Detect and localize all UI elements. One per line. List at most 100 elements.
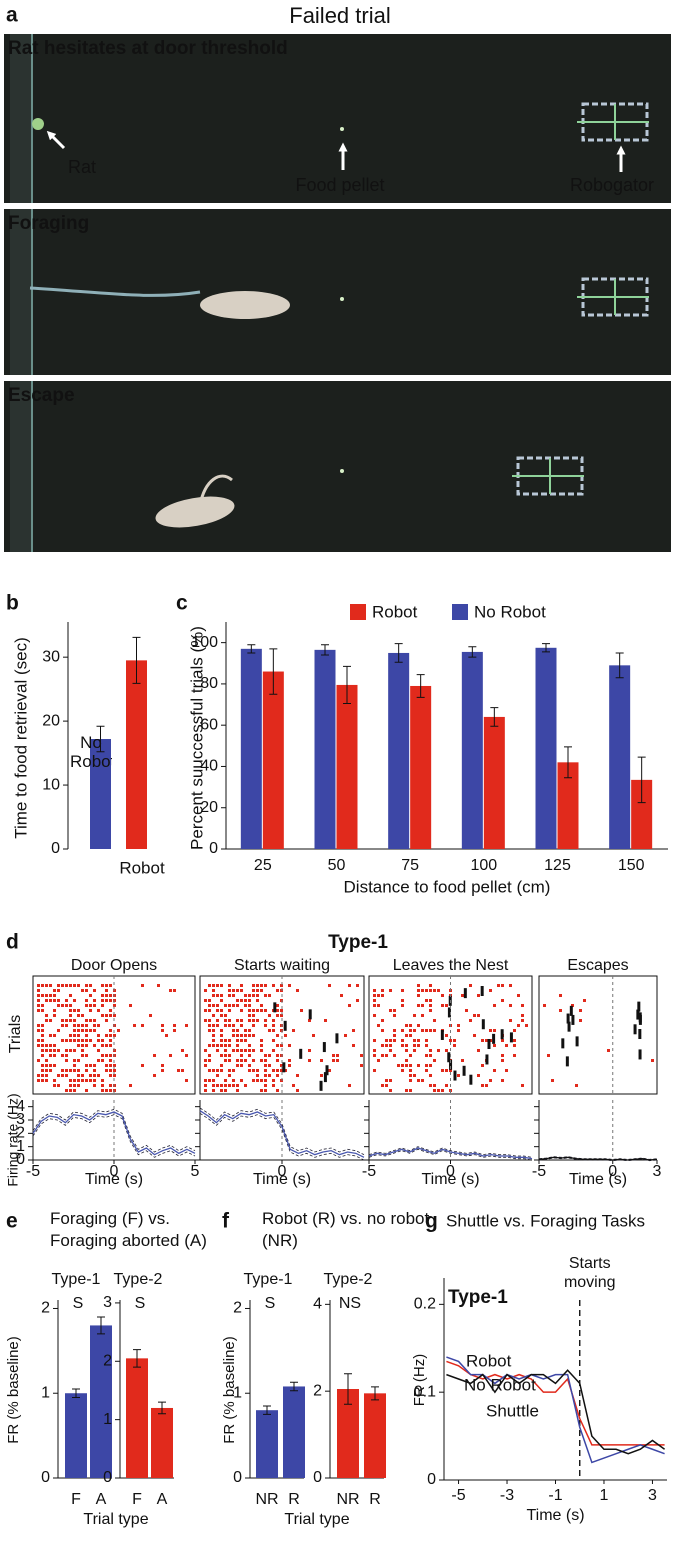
- raster-spike: [559, 1009, 562, 1012]
- x-tick-label: R: [288, 1491, 300, 1508]
- raster-spike: [93, 1019, 96, 1022]
- raster-spike: [252, 1024, 255, 1027]
- raster-spike: [292, 1084, 295, 1087]
- raster-event: [481, 1019, 485, 1030]
- raster-spike: [248, 1004, 251, 1007]
- raster-spike: [320, 1074, 323, 1077]
- raster-spike: [89, 1004, 92, 1007]
- raster-spike: [53, 1054, 56, 1057]
- raster-spike: [429, 1049, 432, 1052]
- error-bar: [247, 644, 256, 654]
- raster-spike: [543, 1004, 546, 1007]
- raster-spike: [113, 1014, 116, 1017]
- raster-spike: [57, 984, 60, 987]
- raster-spike: [417, 1064, 420, 1067]
- raster-spike: [113, 1064, 116, 1067]
- raster-spike: [417, 994, 420, 997]
- raster-spike: [105, 984, 108, 987]
- raster-spike: [93, 1064, 96, 1067]
- error-bar: [72, 1388, 80, 1398]
- raster-spike: [453, 1039, 456, 1042]
- series-line: [446, 1369, 666, 1455]
- raster-spike: [161, 1069, 164, 1072]
- robot-detail: [577, 104, 649, 140]
- raster-spike: [236, 1059, 239, 1062]
- raster-spike: [332, 1054, 335, 1057]
- raster-spike: [401, 999, 404, 1002]
- y-tick-label: 2: [313, 1382, 322, 1399]
- x-tick-label: 5: [191, 1163, 200, 1180]
- raster-event: [299, 1048, 303, 1059]
- raster-spike: [93, 1024, 96, 1027]
- raster-spike: [493, 1069, 496, 1072]
- raster-spike: [401, 1029, 404, 1032]
- raster-spike: [240, 1039, 243, 1042]
- raster-spike: [109, 1089, 112, 1092]
- raster-spike: [377, 1004, 380, 1007]
- raster-spike: [268, 994, 271, 997]
- x-tick-label: F: [132, 1491, 142, 1508]
- raster-spike: [77, 1079, 80, 1082]
- raster-spike: [81, 1079, 84, 1082]
- raster-spike: [236, 1034, 239, 1037]
- raster-spike: [260, 1004, 263, 1007]
- raster-spike: [220, 994, 223, 997]
- raster-spike: [445, 1034, 448, 1037]
- raster-spike: [220, 1069, 223, 1072]
- raster-spike: [93, 1069, 96, 1072]
- raster-spike: [501, 984, 504, 987]
- raster-spike: [81, 1014, 84, 1017]
- x-tick-label: 100: [470, 857, 497, 874]
- subplot-title: Leaves the Nest: [393, 957, 509, 974]
- raster-spike: [204, 1019, 207, 1022]
- photo: [4, 381, 671, 552]
- raster-spike: [212, 1039, 215, 1042]
- raster-spike: [220, 1009, 223, 1012]
- x-tick-label: A: [96, 1491, 107, 1508]
- raster-spike: [232, 1069, 235, 1072]
- raster-event: [469, 1074, 473, 1085]
- raster-spike: [216, 1004, 219, 1007]
- rate-line: [32, 1111, 196, 1156]
- raster-spike: [169, 989, 172, 992]
- raster-spike: [268, 1064, 271, 1067]
- raster-spike: [521, 1019, 524, 1022]
- raster-spike: [417, 1024, 420, 1027]
- x-tick-label: 50: [328, 857, 346, 874]
- x-axis-label: Trial type: [83, 1511, 148, 1528]
- raster-spike: [216, 994, 219, 997]
- raster-spike: [85, 1004, 88, 1007]
- raster-spike: [433, 1029, 436, 1032]
- raster-spike: [373, 1054, 376, 1057]
- bar: [388, 652, 410, 849]
- raster-spike: [37, 1029, 40, 1032]
- raster-spike: [425, 1054, 428, 1057]
- raster-spike: [181, 1049, 184, 1052]
- raster-spike: [348, 1004, 351, 1007]
- raster-spike: [232, 1079, 235, 1082]
- raster-spike: [45, 1074, 48, 1077]
- raster-spike: [57, 989, 60, 992]
- bar: [557, 762, 579, 849]
- raster-spike: [224, 1039, 227, 1042]
- raster-spike: [109, 1029, 112, 1032]
- error-bar: [269, 648, 278, 695]
- raster-spike: [149, 1014, 152, 1017]
- y-axis-label: Percent suuccessful trials (%): [187, 626, 206, 850]
- error-bar: [490, 707, 499, 727]
- raster-spike: [373, 1069, 376, 1072]
- raster-spike: [280, 984, 283, 987]
- x-tick-label: 0: [608, 1163, 617, 1180]
- raster-spike: [505, 1044, 508, 1047]
- raster-spike: [61, 1024, 64, 1027]
- y-tick-label: 2: [16, 1125, 25, 1142]
- subplot-title: Escapes: [567, 957, 628, 974]
- raster-spike: [61, 1054, 64, 1057]
- raster-spike: [481, 1064, 484, 1067]
- sem-upper: [368, 1146, 533, 1158]
- raster-spike: [69, 1034, 72, 1037]
- raster-event: [282, 1062, 286, 1073]
- raster-spike: [401, 1044, 404, 1047]
- raster-spike: [340, 994, 343, 997]
- raster-event: [273, 1002, 277, 1013]
